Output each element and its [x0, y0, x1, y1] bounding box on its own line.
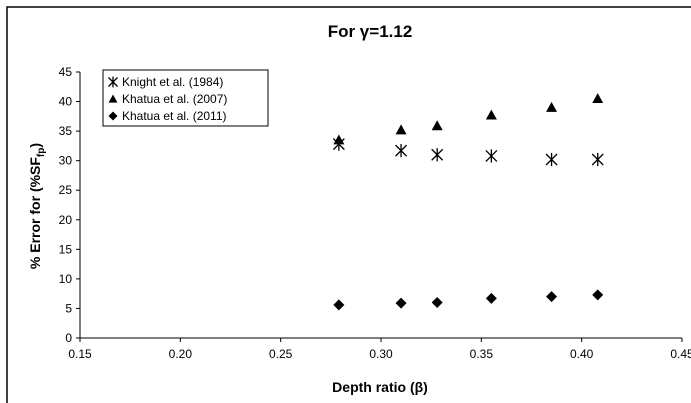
x-tick-label: 0.30	[369, 347, 393, 361]
x-axis-title: Depth ratio (β)	[332, 379, 428, 395]
data-point-diamond	[592, 289, 604, 301]
data-point-asterisk	[395, 144, 408, 158]
x-axis-ticks: 0.15 0.20 0.25 0.30 0.35 0.40 0.45	[68, 338, 691, 361]
y-axis-title-main: % Error for (%SF	[27, 157, 43, 269]
y-tick-label: 45	[59, 65, 73, 79]
y-axis-ticks: 0 5 10 15 20 25 30 35 40 45	[59, 65, 80, 345]
y-tick-label: 30	[59, 154, 73, 168]
data-point-diamond	[546, 291, 558, 303]
data-point-triangle	[546, 101, 558, 112]
x-tick-label: 0.40	[570, 347, 594, 361]
y-axis-title-end: )	[27, 143, 43, 148]
chart-title: For γ=1.12	[328, 22, 413, 41]
x-tick-label: 0.45	[670, 347, 691, 361]
legend-label: Knight et al. (1984)	[122, 75, 223, 89]
x-tick-label: 0.15	[68, 347, 92, 361]
data-point-asterisk	[431, 148, 444, 162]
legend-label: Khatua et al. (2011)	[122, 109, 227, 123]
data-point-asterisk	[591, 152, 604, 167]
data-points	[332, 93, 604, 311]
data-point-triangle	[333, 134, 345, 145]
data-point-diamond	[431, 297, 443, 309]
y-tick-label: 5	[65, 301, 72, 315]
data-point-asterisk	[485, 149, 498, 163]
legend-marker-triangle	[108, 94, 118, 103]
data-point-triangle	[395, 124, 407, 135]
y-axis-title-subscript: fp	[36, 148, 47, 157]
legend-marker-asterisk	[108, 76, 118, 88]
legend-box	[102, 69, 269, 127]
y-tick-label: 25	[59, 183, 73, 197]
data-point-diamond	[395, 297, 407, 309]
x-tick-label: 0.25	[269, 347, 293, 361]
y-tick-label: 40	[59, 95, 73, 109]
x-tick-label: 0.20	[169, 347, 193, 361]
y-tick-label: 15	[59, 242, 73, 256]
x-tick-label: 0.35	[470, 347, 494, 361]
y-tick-label: 35	[59, 124, 73, 138]
data-point-triangle	[431, 120, 443, 131]
y-tick-label: 10	[59, 272, 73, 286]
data-point-asterisk	[545, 152, 558, 167]
data-point-triangle	[485, 109, 497, 120]
data-point-diamond	[333, 299, 345, 311]
data-point-triangle	[592, 93, 604, 103]
y-tick-label: 20	[59, 213, 73, 227]
legend-marker-diamond	[108, 111, 118, 121]
data-point-diamond	[485, 292, 497, 304]
chart-border	[6, 6, 691, 403]
legend: Knight et al. (1984) Khatua et al. (2007)…	[102, 69, 269, 127]
y-tick-label: 0	[65, 331, 72, 345]
legend-label: Khatua et al. (2007)	[122, 92, 227, 106]
y-axis-title: % Error for (%SFfp)	[27, 143, 47, 269]
